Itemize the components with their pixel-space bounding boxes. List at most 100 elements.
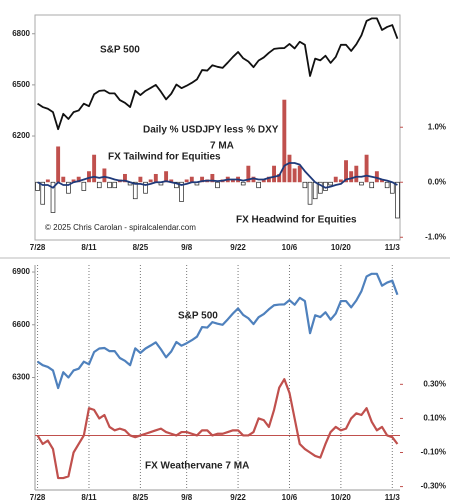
bar: [282, 99, 287, 183]
bar: [45, 179, 50, 183]
series-label: Daily % USDJPY less % DXY: [143, 125, 279, 136]
line: [36, 378, 399, 480]
bar: [96, 181, 102, 189]
bar: [200, 176, 205, 183]
bar: [287, 154, 292, 183]
bar: [184, 179, 189, 183]
x-tick-label: 9/8: [181, 243, 193, 252]
y2-tick-label: -0.10%: [421, 448, 446, 457]
y-tick-label: 6900: [12, 267, 30, 276]
bar: [251, 176, 256, 183]
x-tick-label: 10/20: [331, 243, 352, 252]
x-tick-label: 11/3: [385, 243, 401, 252]
annotation: FX Tailwind for Equities: [108, 152, 221, 163]
bar: [148, 179, 153, 183]
bar: [132, 181, 138, 200]
bar: [261, 179, 266, 183]
bar: [312, 181, 318, 200]
y2-tick-label: 0.10%: [423, 414, 446, 423]
x-tick-label: 8/11: [81, 243, 97, 252]
x-tick-label: 10/6: [282, 493, 298, 501]
bar: [384, 181, 390, 189]
x-tick-label: 8/25: [133, 243, 149, 252]
bar: [338, 179, 343, 183]
line: [37, 17, 399, 131]
line: [37, 162, 398, 189]
bar: [344, 160, 348, 183]
bar: [297, 165, 302, 183]
bar: [246, 165, 251, 183]
bar: [302, 181, 308, 189]
bar: [76, 176, 81, 183]
bar: [364, 154, 369, 183]
bar: [143, 181, 148, 194]
bar: [138, 176, 143, 183]
x-tick-label: 10/20: [331, 493, 352, 501]
bar: [359, 181, 364, 186]
bar: [292, 168, 297, 183]
bar: [164, 171, 169, 183]
y2-tick-label: -1.0%: [425, 232, 446, 241]
bar: [328, 181, 333, 186]
x-tick-label: 9/22: [230, 243, 246, 252]
bar: [307, 181, 313, 205]
bar: [81, 181, 87, 191]
series-label: FX Weathervane 7 MA: [145, 461, 249, 472]
bar: [277, 173, 282, 183]
x-tick-label: 8/25: [133, 493, 149, 501]
x-tick-label: 9/8: [181, 493, 193, 501]
bar: [112, 181, 117, 189]
x-tick-label: 9/22: [230, 493, 246, 501]
bar: [169, 179, 174, 183]
bar: [189, 176, 194, 183]
bar: [349, 171, 354, 183]
bar: [40, 181, 46, 205]
bar: [61, 176, 66, 183]
bar: [318, 181, 323, 194]
y-tick-label: 6500: [12, 80, 30, 89]
bar: [230, 179, 235, 183]
x-tick-label: 11/3: [385, 493, 401, 501]
bar: [50, 181, 56, 213]
bar: [92, 154, 97, 183]
x-tick-label: 10/6: [282, 243, 298, 252]
bar: [395, 181, 400, 219]
y-tick-label: 6800: [12, 29, 30, 38]
bar: [56, 146, 61, 183]
bar: [107, 181, 112, 189]
series-label: S&P 500: [178, 311, 218, 322]
bar: [35, 181, 40, 191]
bar: [210, 173, 215, 183]
bar: [179, 181, 184, 202]
y-tick-label: 6600: [12, 320, 30, 329]
bar: [272, 165, 277, 183]
bar: [153, 173, 158, 183]
series-label: 7 MA: [210, 141, 234, 152]
y-tick-label: 6300: [12, 373, 30, 382]
y2-tick-label: 0.0%: [428, 177, 446, 186]
x-tick-label: 7/28: [30, 243, 46, 252]
bar: [333, 176, 338, 183]
y2-tick-label: -0.30%: [421, 482, 446, 491]
bar: [71, 179, 76, 183]
y2-tick-label: 0.30%: [423, 379, 446, 388]
bar: [354, 165, 359, 183]
bar: [66, 181, 71, 194]
bar: [102, 168, 107, 183]
bar: [215, 181, 220, 189]
bar: [174, 181, 179, 189]
y2-tick-label: 1.0%: [428, 122, 446, 131]
bar: [87, 171, 91, 183]
x-tick-label: 8/11: [81, 493, 97, 501]
bar: [374, 171, 379, 183]
series-label: S&P 500: [100, 45, 140, 56]
bar: [369, 181, 375, 189]
bar: [380, 179, 384, 183]
bar: [266, 176, 271, 183]
bar: [240, 181, 246, 186]
annotation: © 2025 Chris Carolan - spiralcalendar.co…: [45, 223, 196, 232]
line: [36, 272, 399, 390]
bar: [123, 173, 127, 183]
